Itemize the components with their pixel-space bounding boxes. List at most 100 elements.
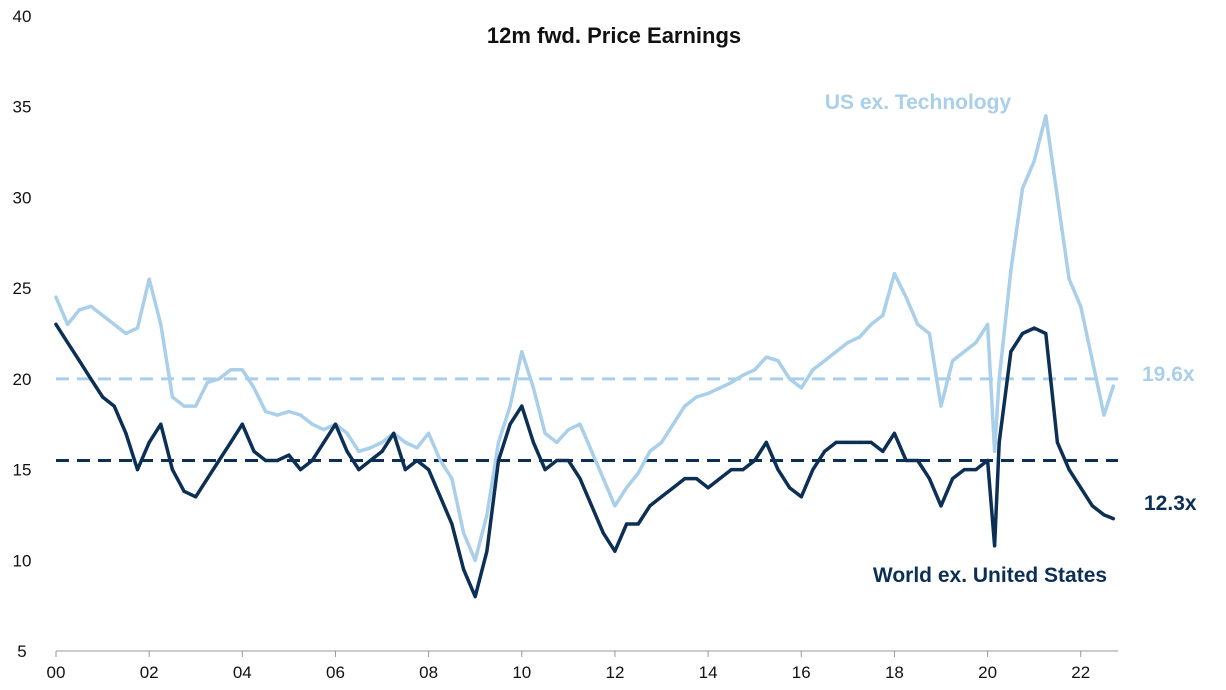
data-point-us-ex-tech [264,409,268,414]
data-point-us-ex-tech [462,531,466,535]
data-point-world-ex-us [229,440,233,444]
data-point-world-ex-us [799,495,803,499]
data-point-world-ex-us [951,477,955,481]
data-point-world-ex-us [788,486,792,490]
data-point-us-ex-tech [450,477,454,481]
data-point-world-ex-us [427,468,431,472]
data-point-us-ex-tech [997,377,1001,381]
data-point-us-ex-tech [659,440,664,444]
end-value-label-us-ex-technology: 19.6x [1142,363,1195,386]
x-tick-label: 04 [233,663,252,682]
x-tick-label: 02 [140,663,159,682]
data-point-world-ex-us [566,458,571,463]
data-point-us-ex-tech [159,322,163,326]
data-point-us-ex-tech [66,322,70,326]
data-point-us-ex-tech [229,368,233,372]
data-point-us-ex-tech [205,380,209,385]
data-point-us-ex-tech [1020,186,1025,190]
data-point-world-ex-us [194,495,198,499]
data-point-world-ex-us [147,440,151,444]
data-point-us-ex-tech [403,440,407,444]
data-point-world-ex-us [881,449,885,453]
data-point-us-ex-tech [927,331,932,336]
data-point-world-ex-us [1067,468,1071,472]
data-point-us-ex-tech [182,404,186,408]
data-point-world-ex-us [974,468,978,472]
data-point-us-ex-tech [275,413,279,417]
data-point-us-ex-tech [951,359,955,363]
data-point-world-ex-us [485,549,489,553]
data-point-world-ex-us [298,468,303,472]
data-point-world-ex-us [1055,440,1059,444]
data-point-world-ex-us [275,458,279,463]
end-value-label-world-ex-united-states: 12.3x [1144,492,1197,515]
data-point-world-ex-us [473,595,477,599]
data-point-us-ex-tech [892,272,897,276]
data-point-world-ex-us [636,522,640,526]
data-point-world-ex-us [776,468,780,472]
data-point-world-ex-us [520,404,524,408]
data-point-us-ex-tech [811,368,815,372]
data-point-world-ex-us [601,531,605,535]
data-point-world-ex-us [927,477,932,481]
data-point-world-ex-us [240,422,244,426]
data-point-world-ex-us [112,404,116,408]
series-lines [54,114,1116,599]
data-point-us-ex-tech [368,446,372,450]
data-point-us-ex-tech [671,422,675,426]
x-tick-label: 20 [978,663,997,682]
data-point-world-ex-us [357,468,361,472]
data-point-us-ex-tech [706,391,710,395]
data-point-us-ex-tech [473,558,477,562]
data-point-us-ex-tech [1032,159,1036,163]
data-point-world-ex-us [217,458,221,463]
data-point-world-ex-us [997,440,1001,444]
data-point-world-ex-us [1079,486,1083,490]
data-point-us-ex-tech [1079,304,1083,308]
data-point-us-ex-tech [310,422,314,426]
data-point-us-ex-tech [869,322,873,326]
data-point-us-ex-tech [147,277,151,281]
data-point-world-ex-us [101,395,105,399]
data-point-world-ex-us [170,468,174,472]
data-point-world-ex-us [252,449,256,453]
data-point-us-ex-tech [625,486,629,490]
data-point-world-ex-us [823,449,827,453]
data-point-us-ex-tech [508,404,512,408]
data-point-us-ex-tech [485,513,489,517]
y-tick-label: 10 [13,551,32,570]
data-point-world-ex-us [124,431,128,435]
data-point-world-ex-us [834,440,838,444]
data-point-world-ex-us [659,495,664,499]
data-point-us-ex-tech [520,350,524,354]
data-point-world-ex-us [986,458,990,463]
data-point-us-ex-tech [916,322,920,326]
data-point-world-ex-us [648,504,652,508]
data-point-us-ex-tech [764,355,768,359]
data-point-world-ex-us [741,468,745,472]
data-point-world-ex-us [729,468,734,472]
data-point-world-ex-us [1090,504,1094,508]
data-point-us-ex-tech [962,350,966,354]
data-point-world-ex-us [403,468,407,472]
data-point-us-ex-tech [217,377,221,381]
chart-title: 12m fwd. Price Earnings [487,23,741,48]
data-point-us-ex-tech [776,359,780,363]
data-point-world-ex-us [1102,513,1106,517]
data-point-us-ex-tech [287,409,291,414]
data-point-world-ex-us [578,477,582,481]
y-tick-label: 35 [13,98,32,117]
data-point-world-ex-us [135,468,140,472]
average-reference-lines [56,377,1118,462]
data-point-us-ex-tech [974,341,978,345]
data-point-world-ex-us [77,359,81,363]
data-point-us-ex-tech [718,386,722,390]
data-point-world-ex-us [718,477,722,481]
y-tick-label: 20 [13,370,32,389]
data-point-us-ex-tech [135,326,140,330]
data-point-world-ex-us [345,449,349,453]
data-point-us-ex-tech [648,449,652,453]
data-point-us-ex-tech [1044,114,1048,118]
data-point-us-ex-tech [939,404,943,408]
